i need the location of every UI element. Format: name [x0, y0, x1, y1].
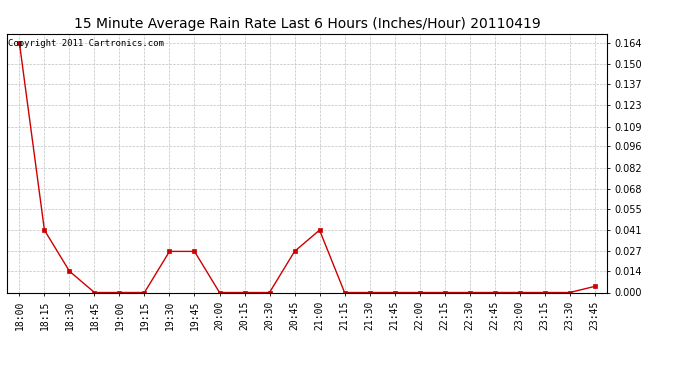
Text: Copyright 2011 Cartronics.com: Copyright 2011 Cartronics.com	[8, 39, 164, 48]
Title: 15 Minute Average Rain Rate Last 6 Hours (Inches/Hour) 20110419: 15 Minute Average Rain Rate Last 6 Hours…	[74, 17, 540, 31]
